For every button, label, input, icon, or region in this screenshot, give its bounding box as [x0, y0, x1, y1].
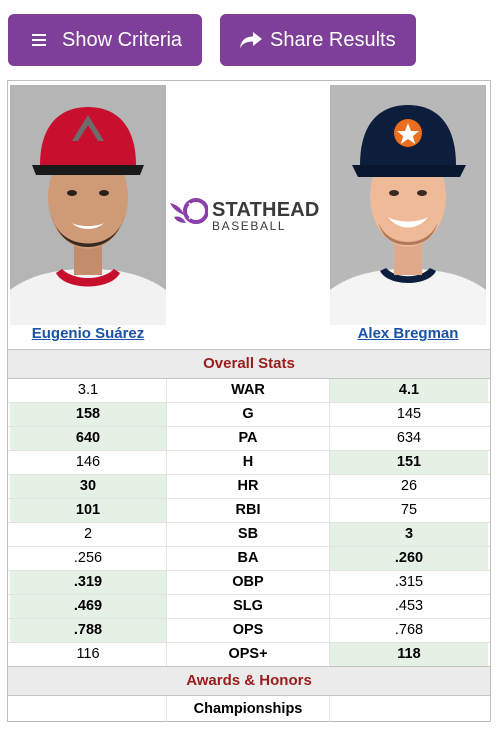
- stat-left-value: 116: [76, 646, 100, 662]
- comparison-card: Eugenio Suárez STATHEAD BASEBALL: [7, 80, 491, 722]
- stat-label: WAR: [166, 379, 330, 402]
- stat-left-value: 3.1: [77, 382, 99, 398]
- stat-label: BA: [166, 547, 330, 570]
- stat-right-value: 3: [330, 523, 488, 546]
- show-criteria-label: Show Criteria: [62, 28, 183, 51]
- stat-row: 116 OPS+ 118: [8, 643, 490, 667]
- stat-right-value: 634: [396, 430, 422, 446]
- championships-row: Championships: [8, 696, 490, 722]
- championships-left-value: [10, 696, 166, 719]
- stat-left-value: .469: [10, 595, 166, 618]
- players-header: Eugenio Suárez STATHEAD BASEBALL: [8, 81, 490, 349]
- stat-row: 2 SB 3: [8, 523, 490, 547]
- stat-left-value: 146: [75, 454, 101, 470]
- stat-row: 158 G 145: [8, 403, 490, 427]
- stat-right-value: 145: [396, 406, 422, 422]
- stat-row: .256 BA .260: [8, 547, 490, 571]
- player-photo-right: [330, 85, 486, 325]
- stat-row: .319 OBP .315: [8, 571, 490, 595]
- championships-right-value: [330, 696, 488, 719]
- stat-label: OPS: [166, 619, 330, 642]
- stat-row: 3.1 WAR 4.1: [8, 379, 490, 403]
- stat-right-value: 26: [400, 478, 418, 494]
- stat-left-value: .788: [10, 619, 166, 642]
- stat-label: SLG: [166, 595, 330, 618]
- stat-right-value: 4.1: [330, 379, 488, 402]
- stat-label: HR: [166, 475, 330, 498]
- share-arrow-icon: [240, 32, 262, 48]
- stat-row: 146 H 151: [8, 451, 490, 475]
- stat-left-value: .256: [73, 550, 103, 566]
- stat-label: H: [166, 451, 330, 474]
- stat-label: G: [166, 403, 330, 426]
- stat-left-value: 2: [83, 526, 93, 542]
- stat-label: OPS+: [166, 643, 330, 666]
- share-results-label: Share Results: [270, 28, 396, 51]
- player-name-left-link[interactable]: Eugenio Suárez: [31, 325, 145, 342]
- menu-icon: [28, 34, 50, 46]
- share-results-button[interactable]: Share Results: [220, 14, 416, 66]
- player-photo-left: [10, 85, 166, 325]
- show-criteria-button[interactable]: Show Criteria: [8, 14, 202, 66]
- stat-right-value: .260: [330, 547, 488, 570]
- stathead-mark-icon: [168, 195, 209, 232]
- stat-left-value: 101: [10, 499, 166, 522]
- logo-wordmark: STATHEAD: [212, 199, 320, 221]
- stat-right-value: .768: [394, 622, 424, 638]
- overall-stats-header: Overall Stats: [8, 349, 490, 379]
- stat-right-value: 118: [330, 643, 488, 666]
- championships-label: Championships: [166, 696, 330, 722]
- stathead-logo: STATHEAD BASEBALL: [164, 191, 330, 235]
- stat-label: PA: [166, 427, 330, 450]
- stat-right-value: 75: [400, 502, 418, 518]
- stat-left-value: 158: [10, 403, 166, 426]
- awards-honors-header: Awards & Honors: [8, 666, 490, 696]
- stat-left-value: 640: [10, 427, 166, 450]
- stat-label: SB: [166, 523, 330, 546]
- stat-row: 30 HR 26: [8, 475, 490, 499]
- top-toolbar: Show Criteria Share Results: [0, 0, 498, 80]
- stat-left-value: .319: [10, 571, 166, 594]
- stat-row: 640 PA 634: [8, 427, 490, 451]
- stat-label: OBP: [166, 571, 330, 594]
- stat-right-value: .453: [394, 598, 424, 614]
- stat-left-value: 30: [10, 475, 166, 498]
- stat-row: .788 OPS .768: [8, 619, 490, 643]
- stat-row: 101 RBI 75: [8, 499, 490, 523]
- player-name-right-link[interactable]: Alex Bregman: [357, 325, 459, 342]
- stat-right-value: 151: [330, 451, 488, 474]
- stat-row: .469 SLG .453: [8, 595, 490, 619]
- stat-label: RBI: [166, 499, 330, 522]
- stat-right-value: .315: [394, 574, 424, 590]
- logo-subtitle: BASEBALL: [212, 219, 287, 233]
